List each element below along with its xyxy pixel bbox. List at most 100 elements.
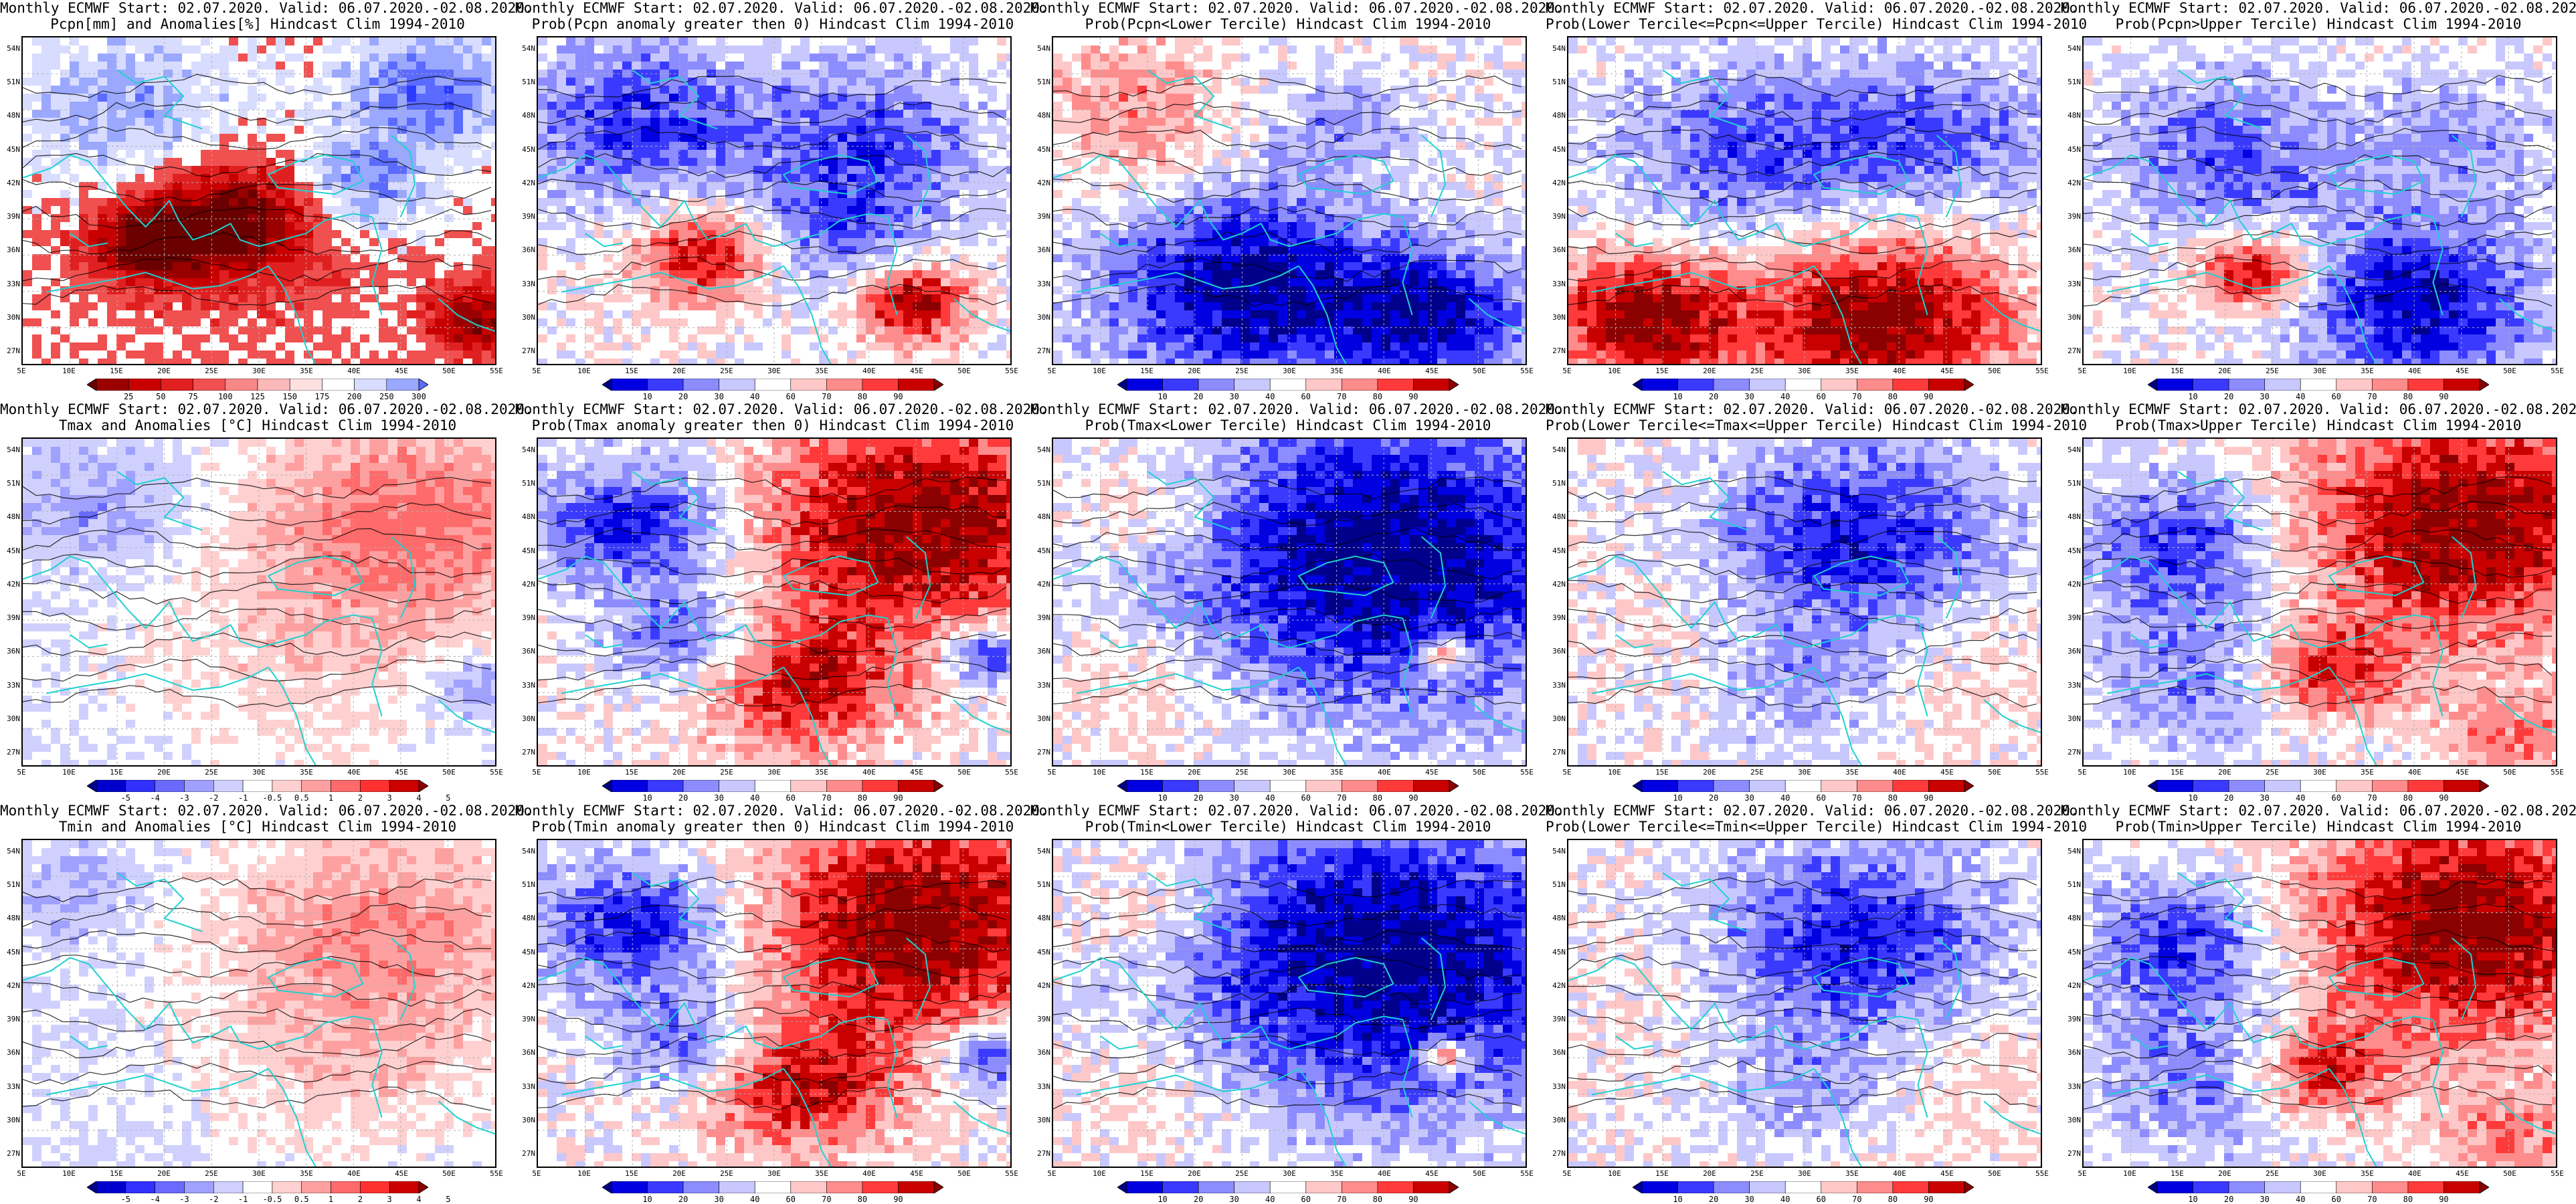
lat-label: 27N bbox=[2061, 748, 2081, 757]
lat-label: 36N bbox=[1030, 647, 1050, 656]
lat-label: 33N bbox=[1546, 1082, 1566, 1091]
colorbar-label: 60 bbox=[786, 793, 796, 803]
lon-label: 20E bbox=[157, 367, 171, 375]
colorbar-swatch bbox=[1413, 379, 1450, 391]
colorbar-label: 30 bbox=[2260, 392, 2269, 401]
lat-label: 42N bbox=[0, 179, 20, 187]
lat-label: 54N bbox=[2061, 847, 2081, 856]
panel-title-line2: Tmin and Anomalies [°C] Hindcast Clim 19… bbox=[0, 819, 515, 835]
colorbar-label: 30 bbox=[2260, 793, 2269, 803]
panel-title: Monthly ECMWF Start: 02.07.2020. Valid: … bbox=[515, 803, 1048, 839]
lat-label: 30N bbox=[2061, 714, 2081, 723]
map-panel: Monthly ECMWF Start: 02.07.2020. Valid: … bbox=[2061, 401, 2576, 803]
graticule bbox=[1053, 439, 1526, 765]
colorbar-swatch bbox=[1641, 780, 1678, 792]
lat-label: 27N bbox=[515, 346, 535, 355]
colorbar-swatch bbox=[1857, 780, 1894, 792]
colorbar bbox=[602, 1181, 943, 1193]
lat-label: 45N bbox=[2061, 948, 2081, 957]
colorbar-label: 80 bbox=[1373, 793, 1382, 803]
lat-label: 51N bbox=[515, 479, 535, 488]
lon-label: 10E bbox=[2123, 1169, 2136, 1178]
lat-label: 51N bbox=[0, 78, 20, 86]
colorbar-swatch bbox=[161, 379, 193, 391]
lon-label: 35E bbox=[300, 367, 313, 375]
colorbar-label: 90 bbox=[2439, 793, 2448, 803]
panel-title-line1: Monthly ECMWF Start: 02.07.2020. Valid: … bbox=[1030, 401, 1564, 417]
colorbar-swatch bbox=[360, 1181, 390, 1193]
lon-label: 50E bbox=[957, 1169, 971, 1178]
lat-label: 27N bbox=[1546, 748, 1566, 757]
lon-label: 15E bbox=[1140, 367, 1154, 375]
lon-label: 10E bbox=[1608, 367, 1621, 375]
colorbar-swatch bbox=[1928, 1181, 1965, 1193]
map-panel: Monthly ECMWF Start: 02.07.2020. Valid: … bbox=[0, 401, 533, 803]
lon-label: 20E bbox=[672, 1169, 686, 1178]
forecast-map bbox=[537, 437, 1012, 767]
graticule bbox=[538, 439, 1010, 765]
lat-label: 45N bbox=[0, 546, 20, 555]
lat-label: 30N bbox=[2061, 313, 2081, 322]
colorbar-label: 60 bbox=[786, 1195, 796, 1204]
panel-title-line1: Monthly ECMWF Start: 02.07.2020. Valid: … bbox=[2061, 803, 2576, 819]
lon-label: 15E bbox=[1140, 768, 1154, 777]
lon-label: 40E bbox=[1893, 367, 1906, 375]
colorbar-label: 20 bbox=[2224, 392, 2233, 401]
colorbar-swatch bbox=[2193, 379, 2229, 391]
lat-label: 30N bbox=[515, 313, 535, 322]
lon-label: 5E bbox=[2078, 1169, 2086, 1178]
panel-title-line2: Prob(Pcpn anomaly greater then 0) Hindca… bbox=[515, 16, 1030, 32]
lon-label: 50E bbox=[2503, 768, 2516, 777]
panel-title: Monthly ECMWF Start: 02.07.2020. Valid: … bbox=[2061, 0, 2576, 36]
field-shading bbox=[1568, 439, 2041, 765]
lon-label: 20E bbox=[1188, 367, 1201, 375]
colorbar-max-arrow bbox=[1964, 379, 1974, 391]
lon-label: 50E bbox=[2503, 367, 2516, 375]
colorbar-swatch bbox=[1377, 379, 1414, 391]
colorbar-swatch bbox=[257, 379, 290, 391]
map-panel: Monthly ECMWF Start: 02.07.2020. Valid: … bbox=[515, 803, 1048, 1204]
lon-label: 25E bbox=[1750, 1169, 1764, 1178]
colorbar-swatch bbox=[1342, 379, 1378, 391]
lon-label: 10E bbox=[577, 768, 591, 777]
colorbar-label: -4 bbox=[150, 793, 159, 803]
colorbar-label: 10 bbox=[1673, 1195, 1682, 1204]
colorbar-label: 80 bbox=[858, 1195, 867, 1204]
lat-label: 42N bbox=[1030, 981, 1050, 990]
colorbar-swatch bbox=[790, 379, 827, 391]
lon-label: 5E bbox=[1047, 367, 1056, 375]
panel-title-line2: Prob(Tmin<Lower Tercile) Hindcast Clim 1… bbox=[1030, 819, 1546, 835]
forecast-map bbox=[1567, 839, 2042, 1168]
colorbar-label: 80 bbox=[1373, 392, 1382, 401]
lon-label: 45E bbox=[1425, 367, 1439, 375]
colorbar-label: 150 bbox=[282, 392, 297, 401]
lat-label: 51N bbox=[1546, 880, 1566, 889]
colorbar-label: 40 bbox=[2296, 1195, 2305, 1204]
lon-label: 15E bbox=[625, 768, 638, 777]
field-shading bbox=[538, 840, 1010, 1167]
lat-label: 54N bbox=[515, 44, 535, 53]
graticule bbox=[1053, 37, 1526, 364]
colorbar bbox=[1117, 379, 1459, 391]
lon-label: 5E bbox=[532, 768, 541, 777]
colorbar-swatch bbox=[898, 379, 935, 391]
lon-label: 50E bbox=[1473, 768, 1486, 777]
map-panel: Monthly ECMWF Start: 02.07.2020. Valid: … bbox=[2061, 803, 2576, 1204]
lon-label: 45E bbox=[1940, 1169, 1954, 1178]
colorbar-label: 90 bbox=[893, 793, 903, 803]
colorbar-max-arrow bbox=[418, 379, 428, 391]
colorbar-min-arrow bbox=[1117, 1181, 1127, 1193]
colorbar-swatch bbox=[1749, 1181, 1786, 1193]
colorbar-swatch bbox=[826, 379, 863, 391]
lon-label: 55E bbox=[1005, 367, 1018, 375]
colorbar-label: 4 bbox=[416, 793, 421, 803]
colorbar-label: 90 bbox=[1924, 1195, 1933, 1204]
colorbar-label: 30 bbox=[1744, 1195, 1754, 1204]
lon-label: 30E bbox=[2313, 367, 2326, 375]
colorbar-label: -0.5 bbox=[262, 793, 282, 803]
lat-label: 54N bbox=[2061, 44, 2081, 53]
lat-label: 36N bbox=[515, 647, 535, 656]
colorbar-swatch bbox=[96, 1181, 126, 1193]
lon-label: 50E bbox=[1473, 1169, 1486, 1178]
lat-label: 42N bbox=[515, 981, 535, 990]
